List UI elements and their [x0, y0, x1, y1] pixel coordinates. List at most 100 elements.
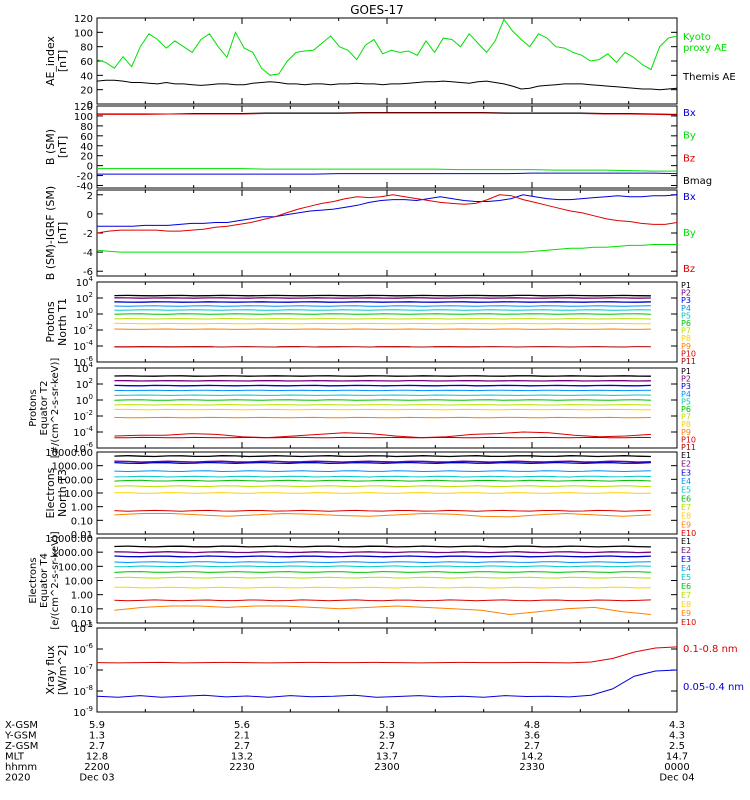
- y-axis-label: ElectronsEquator T4[e/(cm^2-s-sr-keV)]: [28, 531, 61, 629]
- channel-line: [114, 470, 651, 473]
- legend-entry-line: Kyoto: [683, 32, 711, 43]
- y-axis-label-line: Xray flux: [44, 645, 57, 695]
- y-tick-label: 10-8: [73, 684, 93, 698]
- legend-channel-label: P2: [681, 289, 691, 298]
- y-axis-label-line: Protons: [44, 301, 57, 342]
- y-tick-label: 0.10: [71, 516, 93, 527]
- legend-channel-label: E5: [681, 573, 691, 582]
- series-line-kyoto-proxy-ae: [96, 18, 678, 76]
- legend-channel-label: E9: [681, 609, 691, 618]
- legend-entry-line: By: [683, 131, 696, 142]
- legend-channel-label: E10: [681, 618, 696, 627]
- legend-channel-label: P7: [681, 413, 691, 422]
- legend-channel-label: P11: [681, 443, 696, 452]
- y-axis-label-line: B (SM)-IGRF (SM): [44, 186, 57, 280]
- y-axis-label-line: [nT]: [56, 222, 69, 244]
- y-axis-label-line: AE_index: [44, 35, 57, 86]
- y-axis-label-line: Electrons: [28, 557, 39, 603]
- y-tick-label: 20: [80, 152, 93, 163]
- legend: Bx By Bz Bmag: [683, 108, 712, 187]
- footer-value: 4.8: [524, 720, 540, 731]
- channel-line: [114, 509, 651, 512]
- legend-channel-label: E5: [681, 486, 691, 495]
- y-tick-label: 10-4: [73, 425, 93, 439]
- y-tick-label: 120: [74, 102, 93, 113]
- panel-ae: 0 20 40 60 80 100 120 AE_index[nT] Kyoto proxy AE…: [44, 14, 736, 111]
- y-tick-label: 20: [80, 86, 93, 97]
- y-axis-label-line: B (SM): [44, 129, 57, 165]
- y-axis-label: B (SM)-IGRF (SM)[nT]: [44, 186, 69, 280]
- y-axis-label-line: North T3: [56, 469, 69, 517]
- series-line-by: [97, 168, 677, 172]
- footer-value: 4.3: [669, 720, 685, 731]
- legend-channel-label: E3: [681, 555, 691, 564]
- footer-value: 5.9: [89, 720, 105, 731]
- channel-line: [114, 605, 651, 616]
- y-tick-label: 10-7: [73, 663, 93, 677]
- panel-frame: [96, 281, 678, 363]
- channel-line: [114, 576, 651, 579]
- y-tick-label: 10-5: [73, 621, 93, 635]
- legend-channel-label: E9: [681, 520, 691, 529]
- y-axis-label: ProtonsEquator T2[#/(cm^2-s-sr-keV)]: [28, 358, 61, 459]
- y-tick-label: 10-2: [73, 409, 93, 423]
- y-tick-label-exp: -7: [86, 663, 93, 671]
- panel-frame: [96, 537, 678, 624]
- footer-value: 13.7: [376, 752, 398, 763]
- y-axis-label-line: [#/(cm^2-s-sr-keV)]: [50, 358, 61, 459]
- series-line-0-05-0-4-nm: [96, 669, 678, 698]
- y-tick-label-exp: -4: [86, 339, 94, 347]
- footer-value: 2.7: [379, 741, 395, 752]
- y-tick-label-exp: 0: [89, 307, 93, 315]
- y-tick-label: 40: [80, 71, 93, 82]
- legend-entry: Bmag: [683, 176, 712, 187]
- legend-entry-line: Bz: [683, 153, 695, 164]
- y-axis-label: Xray flux[W/m^2]: [44, 645, 69, 695]
- legend-channel-label: P8: [681, 420, 691, 429]
- channel-line: [114, 551, 651, 554]
- footer-value: 2300: [374, 762, 399, 773]
- legend-channel-label: E1: [681, 451, 691, 460]
- y-tick-label-exp: -4: [86, 425, 94, 433]
- footer-row-label: hhmm: [5, 762, 37, 773]
- y-axis-label-line: [nT]: [56, 136, 69, 158]
- footer-value: Dec 04: [659, 773, 694, 784]
- y-tick-label: 0.01: [71, 619, 93, 630]
- y-tick-label: 60: [80, 132, 93, 143]
- legend-channel-label: E2: [681, 460, 691, 469]
- y-axis-label-line: [W/m^2]: [56, 645, 69, 695]
- y-tick-label: 2: [87, 191, 93, 202]
- legend-channel-label: E1: [681, 537, 691, 546]
- legend-entry-line: Bx: [683, 192, 696, 203]
- legend-entry: Bz: [683, 153, 695, 164]
- panel-bdiff: -6 -4 -2 0 2 B (SM)-IGRF (SM)[nT] Bx By Bz: [44, 186, 696, 280]
- y-tick-label: 0.01: [71, 530, 93, 541]
- y-tick-label-exp: -6: [86, 642, 94, 650]
- legend-channel-label: E6: [681, 494, 691, 503]
- legend-entry-line: 0.05-0.4 nm: [683, 682, 744, 693]
- y-tick-label-exp: -5: [86, 621, 93, 629]
- legend-channel-label: P9: [681, 428, 691, 437]
- footer-value: 2.5: [669, 741, 685, 752]
- channel-line: [114, 461, 651, 464]
- legend-channel-label: P7: [681, 327, 691, 336]
- legend-channel-label: P9: [681, 342, 691, 351]
- footer-value: 13.2: [231, 752, 253, 763]
- footer-value: 2.7: [89, 741, 105, 752]
- channel-line: [114, 565, 651, 568]
- y-tick-label-exp: -6: [86, 441, 94, 449]
- footer-value: 2.9: [379, 731, 395, 742]
- legend-channel-label: P10: [681, 435, 696, 444]
- y-tick-label: 0: [87, 162, 93, 173]
- panel-frame: [96, 627, 678, 713]
- figure-title: GOES-17: [350, 3, 404, 17]
- legend-entry: By: [683, 228, 696, 239]
- y-tick-label: 10-6: [73, 642, 93, 656]
- y-axis-label: AE_index[nT]: [44, 35, 69, 86]
- channel-line: [114, 599, 651, 602]
- channel-line: [114, 485, 651, 488]
- footer-value: 2.7: [234, 741, 250, 752]
